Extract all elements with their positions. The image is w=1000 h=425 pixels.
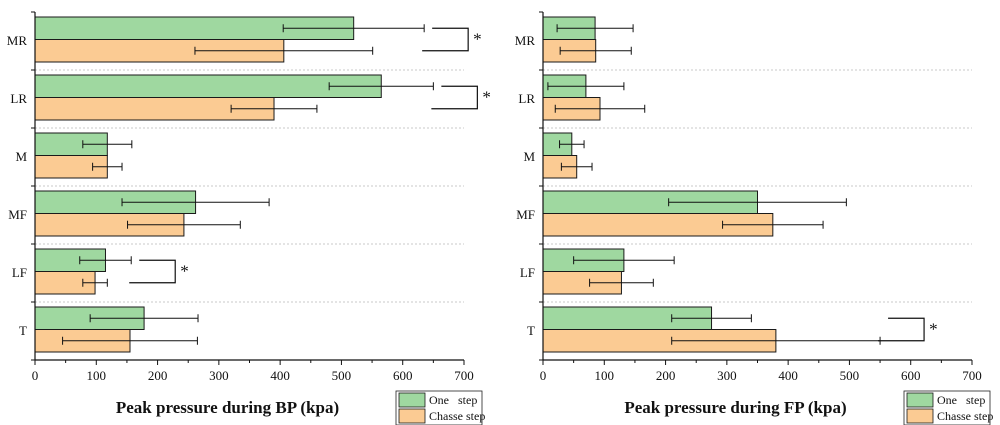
x-tick-label: 400 bbox=[778, 368, 798, 383]
significance-marker: * bbox=[878, 317, 938, 342]
category-label: LF bbox=[12, 265, 27, 280]
x-tick-label: 200 bbox=[148, 368, 168, 383]
x-tick-label: 300 bbox=[209, 368, 229, 383]
significance-bracket bbox=[431, 85, 478, 110]
category-lf: LF bbox=[520, 248, 675, 295]
category-label: M bbox=[15, 149, 27, 164]
category-t: T bbox=[19, 306, 199, 353]
category-label: T bbox=[19, 323, 27, 338]
category-label: LF bbox=[520, 265, 535, 280]
category-mr: MR bbox=[515, 16, 634, 63]
category-m: M bbox=[523, 132, 593, 179]
significance-asterisk: * bbox=[929, 320, 938, 339]
legend-label-chasse-step: Chasse step bbox=[937, 409, 993, 423]
category-mr: MR bbox=[7, 16, 425, 63]
x-tick-label: 600 bbox=[393, 368, 413, 383]
category-label: MR bbox=[7, 33, 28, 48]
category-mf: MF bbox=[516, 190, 847, 237]
x-tick-label: 500 bbox=[332, 368, 352, 383]
category-lr: LR bbox=[10, 74, 434, 121]
x-tick-label: 700 bbox=[454, 368, 474, 383]
legend-swatch-chasse-step bbox=[398, 408, 426, 424]
legend-swatch-one-step bbox=[398, 392, 426, 408]
significance-asterisk: * bbox=[482, 88, 491, 107]
category-lr: LR bbox=[518, 74, 646, 121]
category-m: M bbox=[15, 132, 133, 179]
significance-bracket bbox=[422, 27, 469, 52]
legend: One step Chasse step bbox=[395, 390, 485, 425]
significance-bracket bbox=[878, 317, 925, 342]
significance-bracket bbox=[129, 259, 176, 284]
legend-swatch-chasse-step bbox=[906, 408, 934, 424]
category-t: T bbox=[527, 306, 881, 353]
x-axis-title: Peak pressure during FP (kpa) bbox=[624, 398, 846, 417]
category-label: LR bbox=[518, 91, 535, 106]
legend: One step Chasse step bbox=[903, 390, 993, 425]
legend-label-one-step: One step bbox=[429, 393, 477, 407]
legend-swatch-one-step bbox=[906, 392, 934, 408]
x-tick-label: 500 bbox=[840, 368, 860, 383]
x-tick-label: 100 bbox=[595, 368, 615, 383]
x-axis-title: Peak pressure during BP (kpa) bbox=[116, 398, 339, 417]
legend-label-one-step: One step bbox=[937, 393, 985, 407]
category-label: LR bbox=[10, 91, 27, 106]
x-tick-label: 0 bbox=[540, 368, 547, 383]
category-label: MF bbox=[516, 207, 535, 222]
x-tick-label: 700 bbox=[962, 368, 982, 383]
x-tick-label: 300 bbox=[717, 368, 737, 383]
x-tick-label: 200 bbox=[656, 368, 676, 383]
significance-asterisk: * bbox=[473, 30, 482, 49]
significance-asterisk: * bbox=[180, 262, 189, 281]
category-label: T bbox=[527, 323, 535, 338]
significance-marker: * bbox=[431, 85, 491, 110]
x-tick-label: 400 bbox=[270, 368, 290, 383]
x-tick-label: 600 bbox=[901, 368, 921, 383]
x-tick-label: 0 bbox=[32, 368, 39, 383]
chart-fp: MR LR M MF LF T 0 100 200 300 400 500 600 700 Peak pre… bbox=[515, 11, 993, 425]
significance-marker: * bbox=[422, 27, 482, 52]
category-label: M bbox=[523, 149, 535, 164]
significance-marker: * bbox=[129, 259, 189, 284]
x-tick-label: 100 bbox=[87, 368, 107, 383]
category-label: MR bbox=[515, 33, 536, 48]
category-lf: LF bbox=[12, 248, 132, 295]
category-label: MF bbox=[8, 207, 27, 222]
category-mf: MF bbox=[8, 190, 270, 237]
chart-bp: MR LR M MF LF T 0 100 200 300 400 500 600 700 Peak pre… bbox=[7, 11, 491, 425]
legend-label-chasse-step: Chasse step bbox=[429, 409, 485, 423]
